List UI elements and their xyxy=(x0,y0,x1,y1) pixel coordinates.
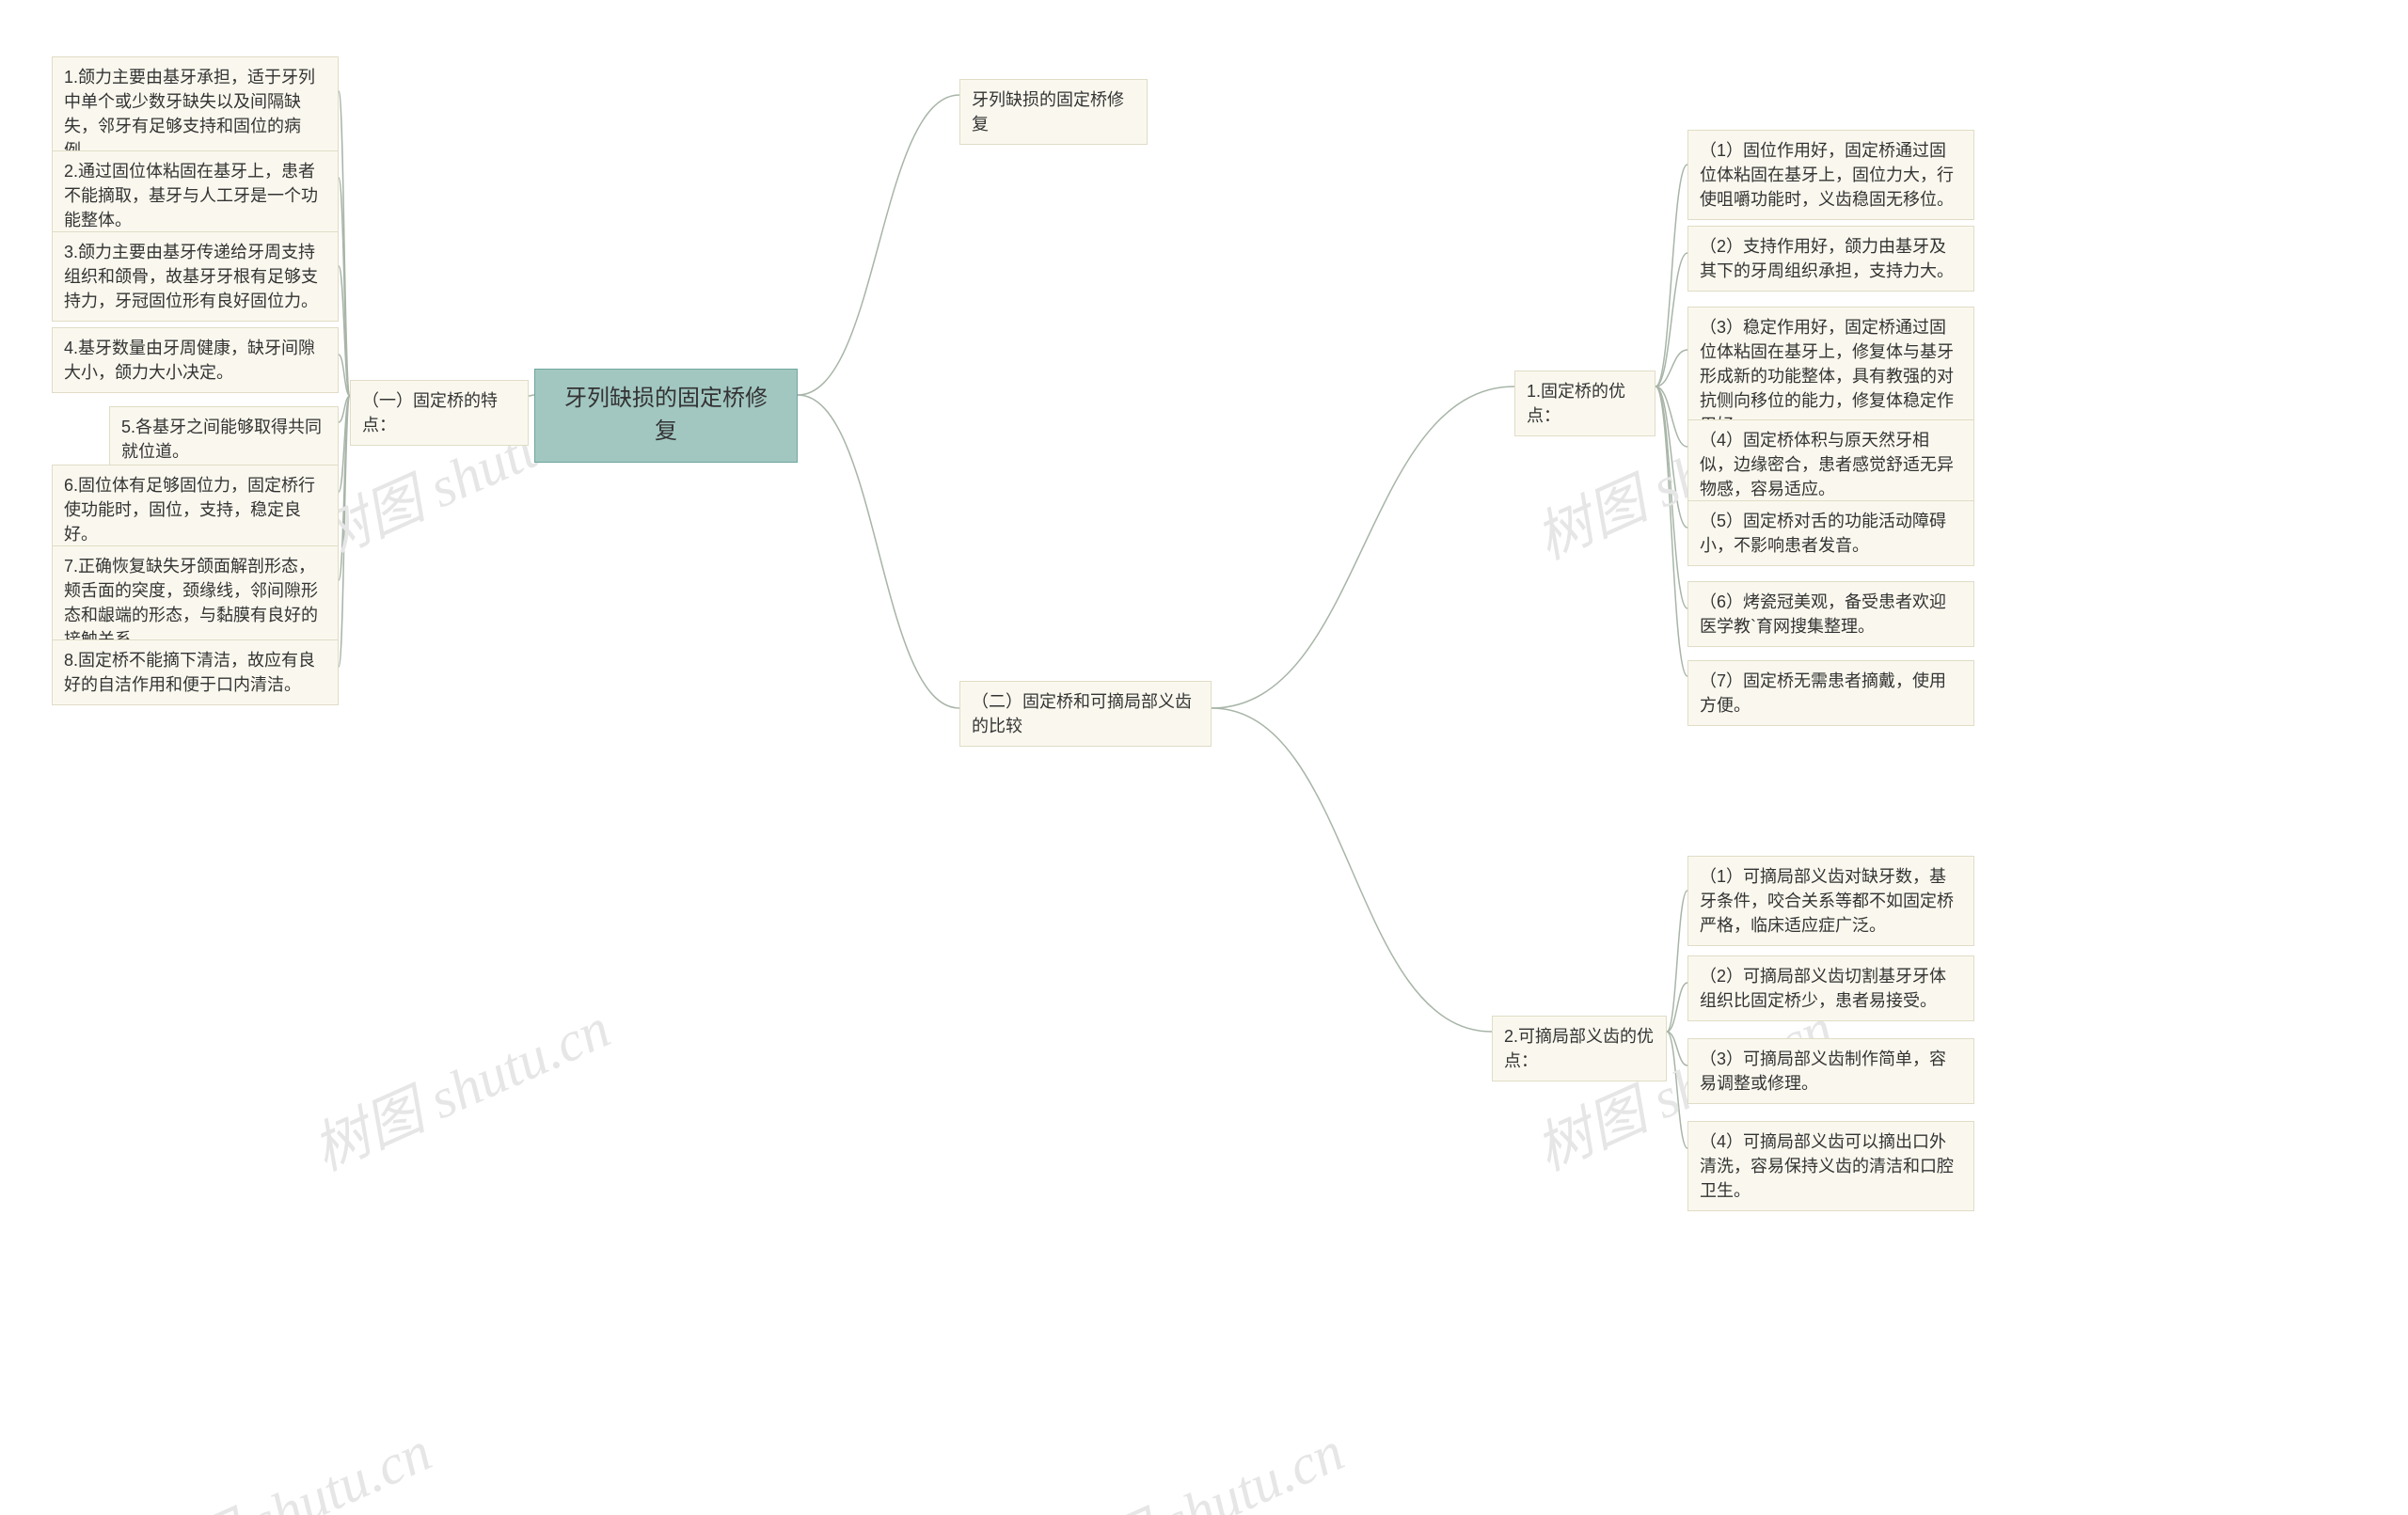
fixed-leaf: （1）固位作用好，固定桥通过固位体粘固在基牙上，固位力大，行使咀嚼功能时，义齿稳… xyxy=(1687,130,1974,220)
connector-layer xyxy=(0,0,2408,1515)
removable-leaf: （2）可摘局部义齿切割基牙牙体组织比固定桥少，患者易接受。 xyxy=(1687,955,1974,1021)
root-node: 牙列缺损的固定桥修复 xyxy=(534,369,798,463)
watermark: 树图 shutu.cn xyxy=(119,1406,442,1515)
left-leaf: 4.基牙数量由牙周健康，缺牙间隙大小，颌力大小决定。 xyxy=(52,327,339,393)
fixed-leaf: （5）固定桥对舌的功能活动障碍小，不影响患者发音。 xyxy=(1687,500,1974,566)
left-branch-title: （一）固定桥的特点： xyxy=(350,380,529,446)
fixed-leaf: （6）烤瓷冠美观，备受患者欢迎医学教`育网搜集整理。 xyxy=(1687,581,1974,647)
left-leaf: 8.固定桥不能摘下清洁，故应有良好的自洁作用和便于口内清洁。 xyxy=(52,639,339,705)
fixed-leaf: （7）固定桥无需患者摘戴，使用方便。 xyxy=(1687,660,1974,726)
left-leaf: 3.颌力主要由基牙传递给牙周支持组织和颌骨，故基牙牙根有足够支持力，牙冠固位形有… xyxy=(52,231,339,322)
removable-leaf: （4）可摘局部义齿可以摘出口外清洗，容易保持义齿的清洁和口腔卫生。 xyxy=(1687,1121,1974,1211)
fixed-bridge-title: 1.固定桥的优点： xyxy=(1514,371,1656,436)
fixed-leaf: （2）支持作用好，颌力由基牙及其下的牙周组织承担，支持力大。 xyxy=(1687,226,1974,292)
left-leaf: 6.固位体有足够固位力，固定桥行使功能时，固位，支持，稳定良好。 xyxy=(52,465,339,555)
watermark: 树图 shutu.cn xyxy=(1032,1406,1354,1515)
left-leaf: 2.通过固位体粘固在基牙上，患者不能摘取，基牙与人工牙是一个功能整体。 xyxy=(52,150,339,241)
right-top-branch: 牙列缺损的固定桥修复 xyxy=(959,79,1148,145)
removable-leaf: （3）可摘局部义齿制作简单，容易调整或修理。 xyxy=(1687,1038,1974,1104)
removable-leaf: （1）可摘局部义齿对缺牙数，基牙条件，咬合关系等都不如固定桥严格，临床适应症广泛… xyxy=(1687,856,1974,946)
fixed-leaf: （4）固定桥体积与原天然牙相似，边缘密合，患者感觉舒适无异物感，容易适应。 xyxy=(1687,419,1974,510)
right-compare-branch: （二）固定桥和可摘局部义齿的比较 xyxy=(959,681,1212,747)
left-leaf: 5.各基牙之间能够取得共同就位道。 xyxy=(109,406,339,472)
watermark: 树图 shutu.cn xyxy=(298,983,621,1186)
removable-title: 2.可摘局部义齿的优点： xyxy=(1492,1016,1667,1081)
